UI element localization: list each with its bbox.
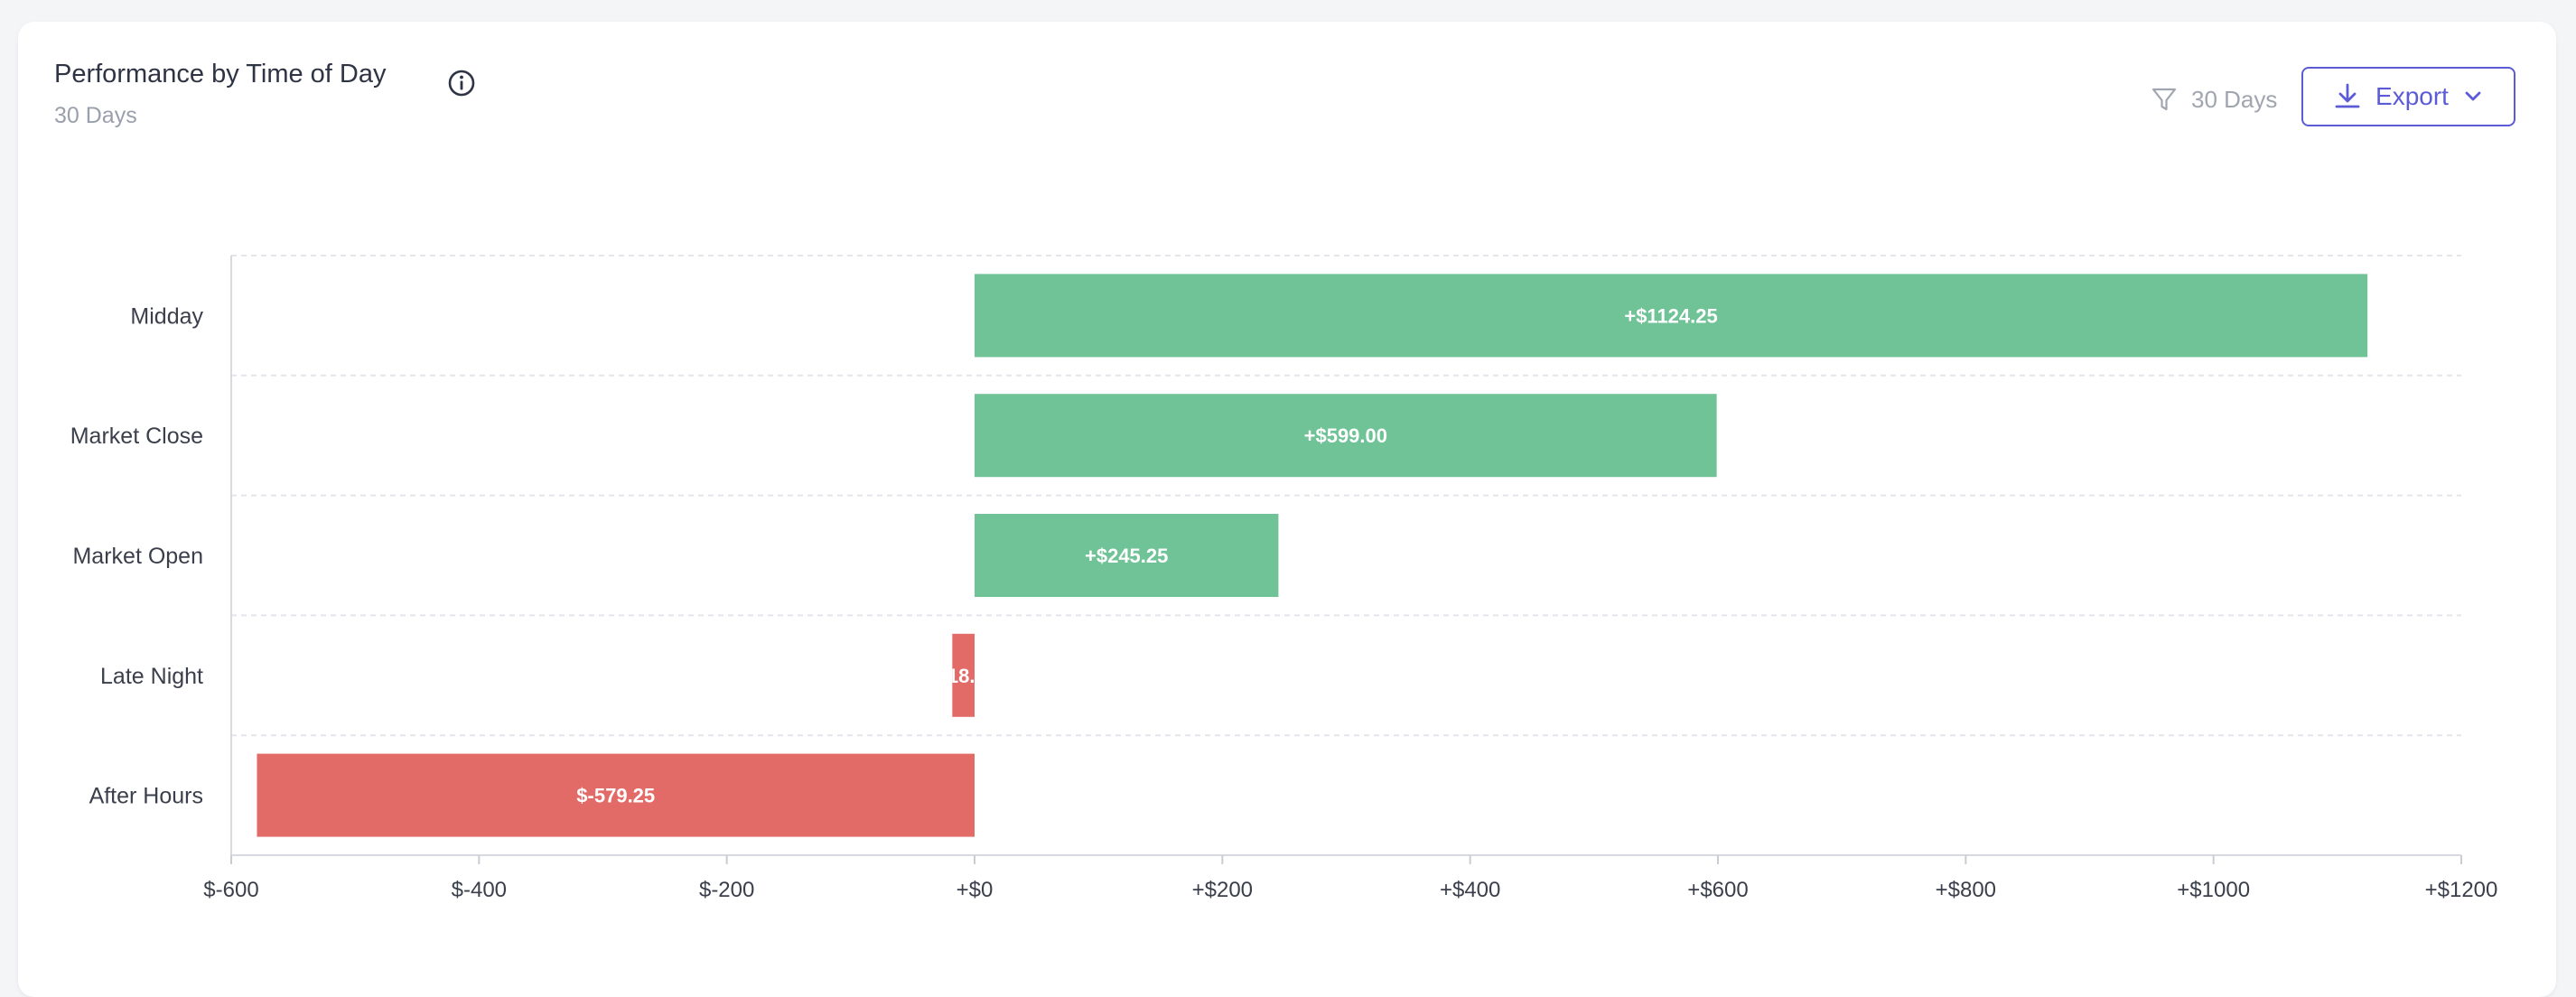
card-subtitle: 30 Days (54, 103, 137, 128)
x-tick-label: +$800 (1936, 878, 1996, 902)
x-tick-label: $-200 (699, 878, 754, 902)
bar (975, 274, 2368, 358)
info-icon[interactable] (445, 67, 478, 99)
category-label: Market Close (70, 424, 203, 449)
x-tick-label: $-400 (452, 878, 507, 902)
filter-label: 30 Days (2191, 86, 2278, 113)
bar (975, 394, 1717, 478)
chevron-down-icon (2465, 91, 2481, 101)
bar (257, 753, 975, 837)
card-title: Performance by Time of Day (54, 60, 387, 89)
export-label: Export (2375, 82, 2449, 110)
x-tick-label: +$400 (1440, 878, 1500, 902)
date-filter[interactable]: 30 Days (2150, 85, 2277, 114)
data-label: $-579.25 (576, 785, 655, 807)
data-label: +$1124.25 (1624, 304, 1717, 327)
export-button[interactable]: Export (2301, 67, 2515, 126)
category-label: After Hours (89, 784, 203, 809)
category-label: Midday (130, 303, 203, 329)
x-tick-label: +$1200 (2425, 878, 2498, 902)
category-label: Market Open (72, 544, 203, 569)
x-tick-label: $-600 (203, 878, 258, 902)
filter-icon (2151, 88, 2177, 111)
bar-chart: $-600 $-400 $-200 +$0 +$200 +$400 +$600 +$800 +$… (70, 255, 2498, 902)
data-label: +$599.00 (1304, 424, 1387, 447)
data-label: +$245.25 (1085, 545, 1168, 567)
x-tick-label: +$0 (957, 878, 994, 902)
download-icon (2335, 83, 2360, 108)
x-tick-label: +$1000 (2177, 878, 2250, 902)
bar (952, 633, 975, 717)
x-tick-label: +$200 (1192, 878, 1253, 902)
category-label: Late Night (100, 664, 203, 689)
x-tick-label: +$600 (1687, 878, 1748, 902)
bar (975, 514, 1279, 597)
data-label: $-18.00 (929, 665, 997, 687)
